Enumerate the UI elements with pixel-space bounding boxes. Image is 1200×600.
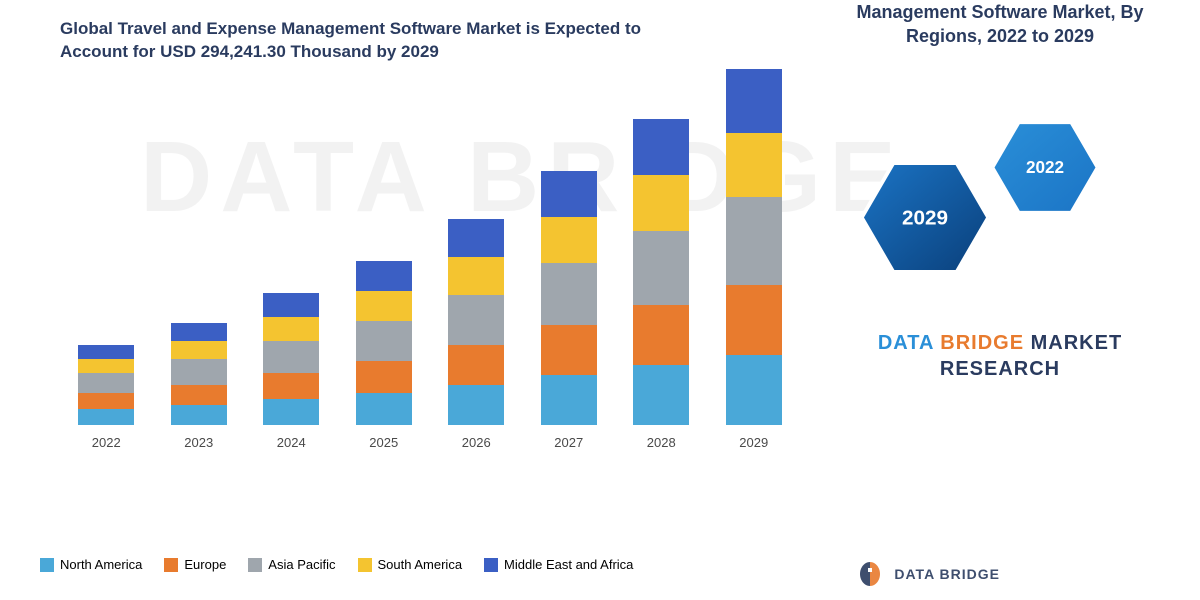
footer-logo-icon <box>856 560 884 588</box>
bar-segment <box>263 373 319 399</box>
bar-segment <box>541 375 597 425</box>
bar-stack <box>726 69 782 425</box>
stacked-bar-chart: 2022 2023 2024 2025 2026 2027 2028 2029 <box>60 90 800 490</box>
bar-segment <box>356 361 412 393</box>
bar-segment <box>78 409 134 425</box>
bar-segment <box>541 325 597 375</box>
bar-segment <box>633 365 689 425</box>
legend-swatch <box>484 558 498 572</box>
bar-segment <box>448 257 504 295</box>
bar-category-label: 2029 <box>739 435 768 450</box>
brand-text: DATA BRIDGE MARKETRESEARCH <box>860 330 1140 382</box>
bar-category-label: 2023 <box>184 435 213 450</box>
bar-group: 2022 <box>66 345 146 450</box>
bar-group: 2023 <box>159 323 239 450</box>
chart-legend: North America Europe Asia Pacific South Ame… <box>40 557 840 572</box>
bar-stack <box>356 261 412 425</box>
bar-segment <box>263 341 319 373</box>
bar-group: 2024 <box>251 293 331 450</box>
bar-segment <box>726 133 782 197</box>
bar-category-label: 2028 <box>647 435 676 450</box>
bar-segment <box>263 399 319 425</box>
hex-label: 2022 <box>1026 158 1064 178</box>
bar-segment <box>448 219 504 257</box>
bar-segment <box>356 291 412 321</box>
legend-swatch <box>164 558 178 572</box>
bar-group: 2025 <box>344 261 424 450</box>
bar-stack <box>78 345 134 425</box>
legend-item: Asia Pacific <box>248 557 335 572</box>
bar-stack <box>263 293 319 425</box>
bar-segment <box>171 359 227 385</box>
bar-segment <box>171 323 227 341</box>
bar-group: 2027 <box>529 171 609 450</box>
bar-segment <box>726 355 782 425</box>
legend-label: Asia Pacific <box>268 557 335 572</box>
footer-logo: DATA BRIDGE <box>856 560 1000 588</box>
bar-stack <box>448 219 504 425</box>
bar-category-label: 2024 <box>277 435 306 450</box>
bar-segment <box>633 175 689 231</box>
bar-segment <box>356 321 412 361</box>
legend-item: Middle East and Africa <box>484 557 633 572</box>
bar-segment <box>78 359 134 373</box>
bar-segment <box>78 393 134 409</box>
page-root: DATA BRIDGE Global Travel and Expense Ma… <box>0 0 1200 600</box>
bar-segment <box>541 263 597 325</box>
legend-label: Middle East and Africa <box>504 557 633 572</box>
legend-item: North America <box>40 557 142 572</box>
bar-stack <box>171 323 227 425</box>
bar-segment <box>541 217 597 263</box>
bar-segment <box>726 285 782 355</box>
hex-badge: 2022 <box>993 122 1098 212</box>
bar-segment <box>356 261 412 291</box>
bar-segment <box>171 341 227 359</box>
bar-category-label: 2022 <box>92 435 121 450</box>
legend-label: Europe <box>184 557 226 572</box>
bar-group: 2026 <box>436 219 516 450</box>
right-panel-title: Management Software Market, By Regions, … <box>830 0 1170 49</box>
bar-segment <box>541 171 597 217</box>
bar-segment <box>726 197 782 285</box>
bar-stack <box>633 119 689 425</box>
bar-segment <box>633 231 689 305</box>
bar-segment <box>263 317 319 341</box>
legend-item: South America <box>358 557 463 572</box>
bar-segment <box>171 385 227 405</box>
legend-swatch <box>40 558 54 572</box>
bar-segment <box>633 305 689 365</box>
bar-segment <box>78 345 134 359</box>
bar-segment <box>633 119 689 175</box>
bar-category-label: 2027 <box>554 435 583 450</box>
bar-segment <box>356 393 412 425</box>
bar-category-label: 2026 <box>462 435 491 450</box>
bar-segment <box>448 385 504 425</box>
legend-item: Europe <box>164 557 226 572</box>
bar-category-label: 2025 <box>369 435 398 450</box>
footer-logo-text: DATA BRIDGE <box>894 566 1000 582</box>
hex-badge: 2029 <box>862 163 989 272</box>
bar-segment <box>78 373 134 393</box>
hex-badge-group: 2029 2022 <box>870 120 1130 300</box>
legend-label: North America <box>60 557 142 572</box>
chart-title: Global Travel and Expense Management Sof… <box>60 18 700 64</box>
bar-segment <box>448 345 504 385</box>
legend-swatch <box>248 558 262 572</box>
bar-segment <box>448 295 504 345</box>
legend-swatch <box>358 558 372 572</box>
bar-group: 2028 <box>621 119 701 450</box>
bars-row: 2022 2023 2024 2025 2026 2027 2028 2029 <box>60 90 800 450</box>
bar-group: 2029 <box>714 69 794 450</box>
legend-label: South America <box>378 557 463 572</box>
bar-segment <box>726 69 782 133</box>
bar-segment <box>263 293 319 317</box>
bar-stack <box>541 171 597 425</box>
bar-segment <box>171 405 227 425</box>
hex-label: 2029 <box>902 205 948 229</box>
